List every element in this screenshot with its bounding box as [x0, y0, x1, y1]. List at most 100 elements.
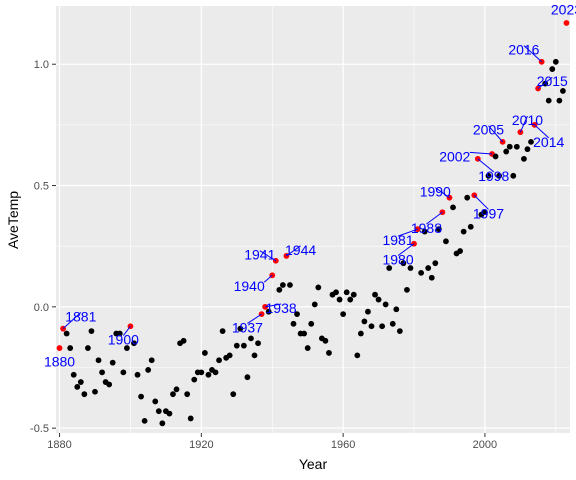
data-point: [556, 97, 563, 104]
data-point: [152, 398, 159, 405]
data-point: [400, 260, 407, 267]
leader-line: [435, 187, 450, 199]
data-point: [205, 371, 212, 378]
data-point: [219, 328, 226, 335]
data-point: [467, 223, 474, 230]
data-point: [159, 420, 166, 427]
leader-line: [523, 45, 542, 63]
leader-line: [62, 312, 82, 330]
data-point: [464, 194, 471, 201]
data-point: [432, 260, 439, 267]
data-point: [166, 410, 173, 417]
data-point: [92, 388, 98, 395]
data-point: [120, 369, 127, 376]
x-tick-label: 1920: [189, 439, 213, 451]
y-axis-ticks: -0.5 0.0 0.5 1.0: [30, 59, 56, 435]
data-point: [343, 289, 350, 296]
data-point: [131, 340, 137, 347]
data-point: [109, 359, 116, 366]
data-point: [361, 318, 368, 325]
data-point: [290, 320, 297, 327]
data-point: [74, 384, 81, 390]
data-point: [382, 301, 389, 308]
data-point: [510, 172, 517, 179]
data-point: [326, 350, 332, 356]
data-point: [350, 291, 357, 298]
x-axis-ticks: 1880 1920 1960 2000: [47, 433, 497, 451]
data-point: [485, 172, 492, 179]
data-point: [138, 393, 144, 400]
data-point: [435, 226, 442, 233]
point-label: 2023: [551, 2, 576, 18]
data-point: [70, 371, 77, 378]
data-point: [106, 381, 113, 388]
leader-line: [247, 313, 262, 324]
data-point: [308, 320, 315, 327]
leader-line: [286, 245, 301, 257]
point-label: 1900: [108, 332, 139, 348]
data-point: [116, 330, 123, 337]
data-point: [396, 328, 403, 335]
data-point: [198, 369, 205, 376]
data-point: [450, 204, 456, 211]
data-point: [187, 415, 194, 422]
data-point: [428, 274, 435, 281]
data-point: [347, 296, 354, 303]
y-tick-label: 0.5: [34, 181, 49, 193]
data-point: [379, 323, 386, 330]
data-point: [393, 306, 400, 313]
data-point: [240, 342, 247, 349]
data-point: [99, 369, 105, 376]
point-label: 2010: [512, 112, 543, 128]
point-label: 1940: [234, 278, 265, 294]
data-point: [524, 146, 531, 153]
data-point: [226, 352, 233, 359]
data-point: [180, 337, 187, 344]
data-point: [251, 352, 258, 359]
data-point: [492, 153, 499, 160]
data-point: [230, 391, 237, 398]
data-point: [294, 311, 300, 318]
leader-line: [488, 125, 504, 143]
data-point: [95, 357, 102, 364]
data-point: [375, 296, 382, 303]
data-point: [372, 291, 378, 298]
point-label: 2016: [508, 42, 539, 58]
data-point: [552, 58, 559, 65]
data-point: [77, 379, 84, 385]
data-point: [460, 228, 467, 235]
data-point: [184, 391, 191, 398]
data-point: [88, 328, 95, 335]
point-label: 1981: [382, 232, 413, 248]
data-point: [404, 286, 410, 293]
data-point: [244, 374, 251, 381]
highlighted-point: [563, 20, 570, 26]
data-point: [496, 172, 503, 179]
data-point: [386, 265, 393, 271]
data-point: [134, 371, 141, 378]
data-point: [418, 269, 425, 276]
data-point: [354, 352, 361, 359]
y-tick-label: -0.5: [30, 423, 49, 435]
data-point: [333, 289, 339, 296]
data-point: [145, 367, 152, 373]
leader-line: [426, 211, 443, 225]
data-point: [506, 143, 513, 150]
leader-line: [534, 124, 550, 139]
data-point: [340, 311, 347, 318]
data-point: [315, 284, 322, 291]
data-point: [265, 308, 272, 315]
leader-line: [537, 76, 553, 89]
data-point: [81, 391, 88, 398]
data-point: [357, 330, 364, 337]
point-label: 1990: [420, 184, 451, 200]
y-axis-title: AveTemp: [5, 191, 21, 249]
point-label: 1938: [266, 300, 297, 316]
data-point: [513, 143, 520, 150]
data-point: [560, 88, 566, 94]
leader-line: [259, 250, 277, 262]
leader-line: [265, 303, 282, 308]
y-tick-label: 0.0: [34, 302, 49, 314]
